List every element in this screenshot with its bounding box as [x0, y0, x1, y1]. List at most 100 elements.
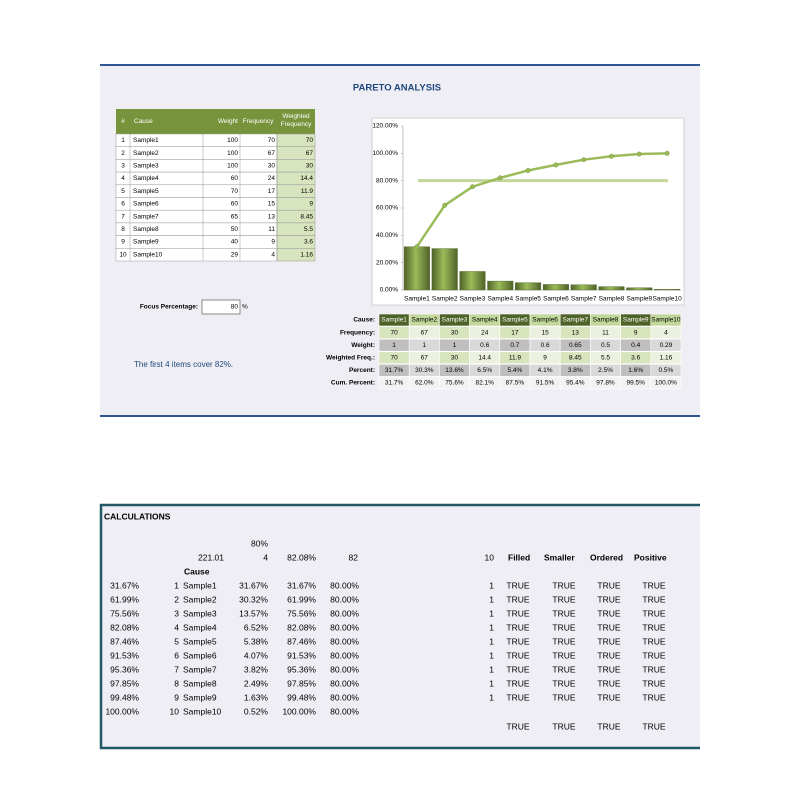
calc-cell: Sample4	[183, 622, 217, 632]
table-cell: Sample7	[133, 213, 159, 220]
flag-header: 10	[485, 552, 495, 562]
cumulative-line	[415, 152, 668, 248]
column-header: #	[121, 118, 125, 125]
row-label: Weight:	[351, 342, 375, 349]
row-label: Frequency:	[340, 329, 375, 336]
calc-cell: 31.67%	[110, 580, 139, 590]
flag-cell: TRUE	[642, 636, 665, 646]
table-cell: 30	[451, 355, 459, 362]
line-marker	[414, 244, 420, 250]
flag-cell: TRUE	[642, 664, 665, 674]
calc-total: 82.08%	[287, 552, 316, 562]
table-cell: 15	[268, 201, 276, 208]
table-cell: 24	[481, 329, 489, 336]
calc-cell: 95.36%	[287, 664, 316, 674]
flag-cell: TRUE	[552, 608, 575, 618]
calc-cell: 31.67%	[287, 580, 316, 590]
bar	[598, 286, 625, 291]
table-cell: 100	[227, 150, 238, 157]
table-cell: 70	[306, 137, 314, 144]
flag-cell: TRUE	[597, 594, 620, 604]
table-cell: 70	[390, 355, 398, 362]
flag-total: TRUE	[642, 721, 665, 731]
table-cell: 0.5%	[658, 367, 673, 374]
table-cell: Sample10	[651, 317, 681, 324]
table-cell: 8.45	[569, 355, 582, 362]
line-marker	[553, 162, 559, 168]
flag-cell: TRUE	[552, 678, 575, 688]
focus-input[interactable]	[201, 299, 241, 315]
table-cell: Sample2	[133, 150, 159, 157]
table-cell: 6.5%	[477, 367, 492, 374]
x-tick-label: Sample10	[652, 296, 682, 303]
table-cell: 3.6	[631, 355, 640, 362]
flag-cell: TRUE	[552, 636, 575, 646]
table-cell: 1	[453, 342, 457, 349]
flag-cell: TRUE	[642, 650, 665, 660]
focus-label: Focus Percentage:	[140, 304, 198, 311]
calc-cell: 80.00%	[330, 594, 359, 604]
table-cell: Sample4	[133, 175, 159, 182]
calc-cell: 99.48%	[110, 692, 139, 702]
bar	[487, 280, 514, 291]
line-marker	[442, 202, 448, 208]
row-label: Weighted Freq.:	[326, 355, 375, 362]
flag-cell: TRUE	[506, 692, 529, 702]
column-header: Weighted Frequency	[281, 113, 312, 128]
table-cell: 4	[271, 251, 275, 258]
table-cell: 8	[121, 226, 125, 233]
line-marker	[470, 184, 475, 190]
calc-cell: 97.85%	[110, 678, 139, 688]
flag-cell: TRUE	[552, 650, 575, 660]
calc-cell: 1.63%	[244, 692, 269, 702]
table-cell: 100	[227, 137, 238, 144]
table-cell: Sample6	[532, 317, 558, 324]
calc-total: 4	[263, 552, 268, 562]
calc-cell: 5.38%	[244, 636, 269, 646]
flag-cell: TRUE	[597, 622, 620, 632]
flag-total: TRUE	[597, 721, 620, 731]
table-cell: 62.0%	[415, 380, 434, 387]
table-cell: 17	[268, 188, 276, 195]
x-tick-label: Sample1	[404, 296, 430, 303]
table-cell: 9	[271, 239, 275, 246]
table-cell: 5.4%	[507, 367, 522, 374]
column-header: Cause	[134, 118, 153, 125]
table-cell: 87.5%	[506, 380, 525, 387]
flag-cell: 1	[489, 608, 494, 618]
calc-cell: 80.00%	[330, 580, 359, 590]
table-cell: 5	[121, 188, 125, 195]
row-label: Cum. Percent:	[331, 380, 375, 387]
table-cell: 67	[306, 150, 314, 157]
bar	[515, 282, 542, 291]
calc-cell: 10	[170, 706, 180, 716]
calc-total: 221.01	[198, 552, 224, 562]
bar	[654, 289, 681, 291]
column-header: Weight	[218, 118, 238, 125]
table-cell: 9	[121, 239, 125, 246]
table-cell	[650, 326, 682, 339]
calc-cell: 75.56%	[287, 608, 316, 618]
flag-cell: TRUE	[642, 622, 665, 632]
table-cell: 11.9	[301, 188, 314, 195]
calc-cell: 61.99%	[287, 594, 316, 604]
calc-cell: 80.00%	[330, 622, 359, 632]
table-cell: 1	[121, 137, 125, 144]
table-cell: Sample8	[593, 317, 619, 324]
table-cell: 9	[309, 201, 313, 208]
flag-cell: 1	[489, 692, 494, 702]
calc-cell: Sample10	[183, 706, 222, 716]
flag-cell: 1	[489, 636, 494, 646]
table-cell: Sample5	[133, 188, 159, 195]
flag-cell: TRUE	[506, 594, 529, 604]
flag-cell: 1	[489, 650, 494, 660]
table-cell: 4.1%	[538, 367, 553, 374]
line-marker	[525, 168, 531, 173]
table-cell: Sample2	[411, 317, 437, 324]
table-cell: Sample8	[133, 226, 159, 233]
bar	[542, 284, 569, 291]
calc-cell: Sample7	[183, 664, 217, 674]
flag-cell: TRUE	[506, 580, 529, 590]
calc-cell: 91.53%	[287, 650, 316, 660]
